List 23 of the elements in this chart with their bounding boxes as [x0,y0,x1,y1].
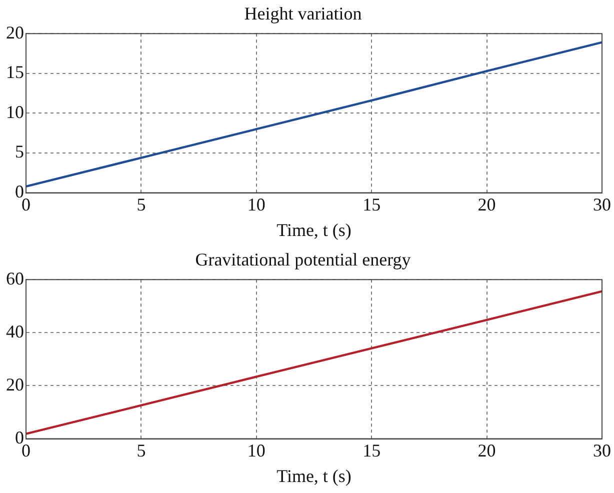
x-tick-label: 30 [593,194,611,214]
x-tick-label: 10 [247,194,266,214]
chart-title: Height variation [244,4,362,24]
x-tick-label: 15 [362,194,381,214]
y-tick-label: 15 [6,62,24,82]
x-tick-label: 5 [136,194,146,214]
y-tick-label: 0 [15,182,24,202]
y-tick-label: 20 [6,374,24,394]
x-tick-label: 15 [362,440,381,460]
y-tick-label: 0 [15,428,24,448]
y-tick-label: 5 [15,142,24,162]
x-tick-label: 20 [478,194,496,214]
x-tick-label: 20 [478,440,496,460]
x-axis-title: Time, t (s) [276,466,352,486]
y-tick-label: 20 [6,22,24,42]
y-tick-label: 10 [6,102,24,122]
chart-title: Gravitational potential energy [195,250,411,270]
y-tick-label: 40 [6,321,24,342]
x-tick-label: 5 [136,440,146,460]
x-tick-label: 30 [593,440,611,460]
x-tick-label: 10 [247,440,266,460]
y-tick-label: 60 [6,268,24,288]
x-axis-title: Time, t (s) [276,220,352,240]
